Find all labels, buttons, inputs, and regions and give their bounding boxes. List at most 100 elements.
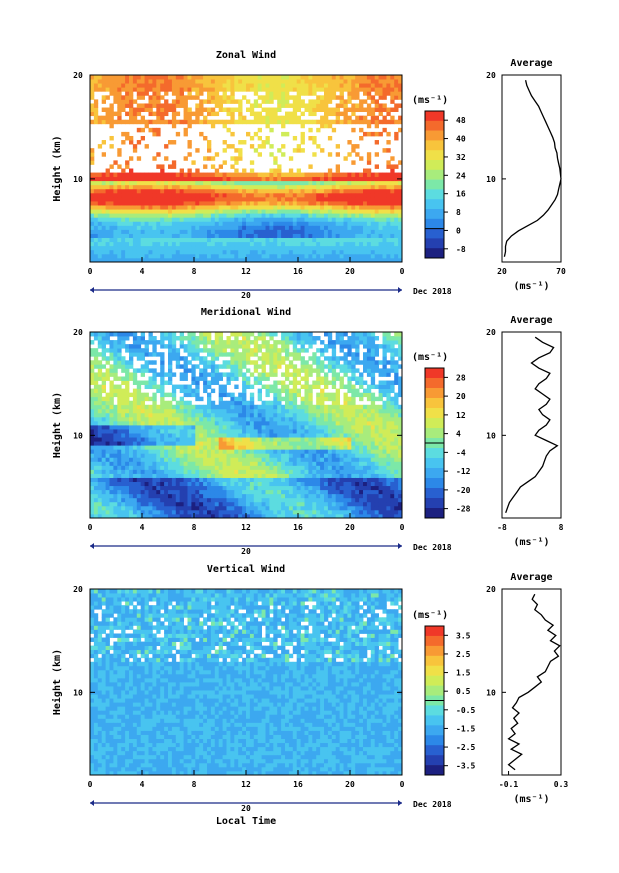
heatmap-cell [207, 249, 212, 255]
heatmap-cell [269, 449, 274, 454]
heatmap-cell [242, 332, 247, 337]
heatmap-cell [203, 119, 208, 125]
heatmap-cell [288, 192, 294, 198]
heatmap-cell [230, 445, 235, 450]
heatmap-cell [183, 344, 188, 349]
heatmap-cell [140, 241, 145, 247]
heatmap-cell [214, 416, 220, 422]
heatmap-cell [164, 445, 169, 450]
heatmap-cell [132, 372, 138, 377]
heatmap-cell [265, 457, 270, 462]
heatmap-cell [105, 180, 110, 186]
heatmap-cell [386, 140, 391, 145]
heatmap-cell [273, 441, 278, 446]
heatmap-cell [366, 176, 372, 182]
heatmap-cell [324, 257, 329, 263]
heatmap-cell [386, 188, 391, 194]
heatmap-cell [234, 99, 239, 104]
heatmap-cell [164, 107, 169, 112]
heatmap-cell [160, 400, 165, 406]
heatmap-cell [97, 249, 103, 255]
heatmap-cell [324, 111, 329, 117]
heatmap-cell [136, 176, 142, 182]
heatmap-cell [199, 103, 204, 108]
heatmap-cell [97, 79, 103, 84]
heatmap-cell [226, 408, 231, 414]
heatmap-cell [370, 196, 376, 202]
heatmap-cell [109, 233, 114, 239]
heatmap-cell [292, 396, 298, 402]
heatmap-cell [136, 368, 142, 373]
heatmap-cell [93, 356, 99, 361]
heatmap-cell [261, 445, 266, 450]
heatmap-cell [277, 168, 282, 173]
colorbar-frame [424, 110, 445, 259]
heatmap-cell [277, 95, 282, 100]
heatmap-cell [183, 388, 188, 394]
heatmap-cell [394, 196, 399, 202]
heatmap-cell [386, 241, 391, 247]
x-tick-label: 20 [345, 267, 355, 276]
heatmap-cell [335, 229, 340, 234]
heatmap-cell [152, 380, 157, 385]
heatmap-cell [277, 509, 282, 515]
heatmap-cell [273, 95, 278, 100]
heatmap-cell [288, 465, 294, 470]
heatmap-cell [324, 188, 329, 194]
heatmap-cell [363, 75, 368, 80]
heatmap-cell [238, 441, 243, 446]
heatmap-cell [285, 99, 290, 104]
heatmap-cell [187, 119, 192, 125]
heatmap-cell [203, 188, 208, 194]
heatmap-cell [140, 485, 145, 491]
heatmap-cell [148, 75, 153, 80]
heatmap-cell [218, 441, 223, 446]
heatmap-cell [312, 99, 317, 104]
heatmap-cell [281, 176, 286, 182]
heatmap-cell [304, 257, 309, 263]
heatmap-cell [312, 257, 317, 263]
heatmap-cell [265, 257, 270, 263]
heatmap-cell [288, 380, 294, 385]
heatmap-cell [156, 184, 161, 190]
heatmap-cell [136, 493, 142, 499]
heatmap-cell [179, 245, 184, 251]
heatmap-cell [308, 201, 313, 206]
heatmap-cell [226, 253, 231, 259]
heatmap-cell [339, 196, 344, 202]
heatmap-cell [324, 209, 329, 214]
heatmap-cell [121, 172, 126, 178]
heatmap-cell [265, 221, 270, 226]
heatmap-cell [343, 176, 348, 182]
heatmap-cell [308, 205, 313, 210]
heatmap-cell [226, 188, 231, 194]
heatmap-cell [171, 91, 177, 96]
heatmap-cell [382, 196, 387, 202]
heatmap-cell [304, 209, 309, 214]
heatmap-cell [386, 253, 391, 259]
heatmap-cell [226, 493, 231, 499]
heatmap-cell [203, 184, 208, 190]
heatmap-cell [195, 344, 200, 349]
heatmap-cell [152, 111, 157, 117]
heatmap-cell [210, 95, 216, 100]
heatmap-cell [320, 192, 325, 198]
heatmap-cell [113, 209, 118, 214]
heatmap-cell [222, 99, 227, 104]
heatmap-cell [359, 115, 364, 121]
heatmap-cell [144, 501, 149, 507]
heatmap-cell [214, 257, 220, 263]
heatmap-cell [121, 249, 126, 255]
heatmap-cell [129, 400, 134, 406]
heatmap-cell [171, 233, 177, 239]
heatmap-cell [117, 115, 122, 121]
heatmap-cell [109, 352, 114, 357]
heatmap-cell [113, 457, 118, 462]
heatmap-cell [242, 489, 247, 495]
heatmap-cell [355, 229, 360, 234]
heatmap-cell [210, 376, 216, 381]
heatmap-cell [249, 176, 255, 182]
heatmap-cell [285, 172, 290, 178]
heatmap-cell [187, 332, 192, 337]
heatmap-cell [269, 180, 274, 186]
